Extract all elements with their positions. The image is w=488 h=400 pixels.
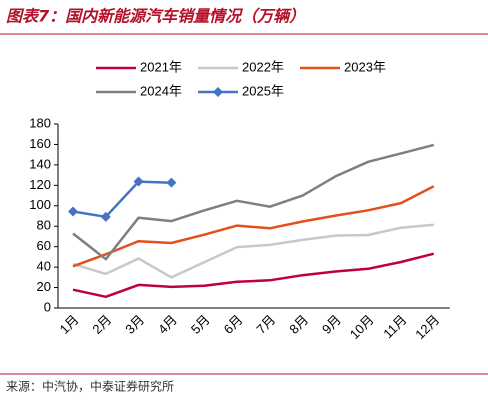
- x-tick-label: 3月: [122, 312, 147, 337]
- y-tick-label: 0: [44, 299, 51, 314]
- x-tick-label: 7月: [253, 312, 278, 337]
- series-line: [72, 252, 435, 299]
- series-line: [72, 180, 172, 219]
- series-line: [72, 223, 434, 279]
- legend-label: 2021年: [140, 59, 182, 74]
- point: [100, 211, 111, 222]
- point: [133, 176, 144, 187]
- x-tick-label: 2月: [89, 312, 114, 337]
- legend-label: 2024年: [140, 83, 182, 98]
- legend-label: 2022年: [242, 59, 284, 74]
- y-tick-label: 120: [29, 177, 51, 192]
- source: 来源：中汽协，中泰证券研究所: [6, 379, 174, 394]
- x-tick-label: 11月: [380, 312, 409, 341]
- x-tick-label: 8月: [286, 312, 311, 337]
- y-tick-label: 60: [37, 238, 51, 253]
- y-tick-label: 80: [37, 218, 51, 233]
- y-tick-label: 100: [29, 197, 51, 212]
- x-tick-label: 5月: [188, 312, 213, 337]
- chart-title: 图表7：国内新能源汽车销量情况（万辆）: [6, 7, 305, 26]
- legend-marker: [213, 87, 223, 97]
- y-tick-label: 160: [29, 136, 51, 151]
- point: [166, 177, 177, 188]
- y-tick-label: 140: [29, 156, 51, 171]
- legend-label: 2025年: [242, 83, 284, 98]
- x-tick-label: 10月: [347, 312, 377, 342]
- series-line: [72, 185, 435, 268]
- legend-label: 2023年: [344, 59, 386, 74]
- y-tick-label: 180: [29, 115, 51, 130]
- y-tick-label: 20: [37, 279, 51, 294]
- y-tick-label: 40: [37, 259, 51, 274]
- x-tick-label: 9月: [319, 312, 344, 337]
- point: [68, 206, 78, 217]
- x-tick-label: 6月: [221, 312, 246, 337]
- series-line: [72, 143, 435, 261]
- x-tick-label: 12月: [412, 312, 442, 342]
- x-tick-label: 1月: [57, 312, 82, 337]
- x-tick-label: 4月: [155, 312, 180, 337]
